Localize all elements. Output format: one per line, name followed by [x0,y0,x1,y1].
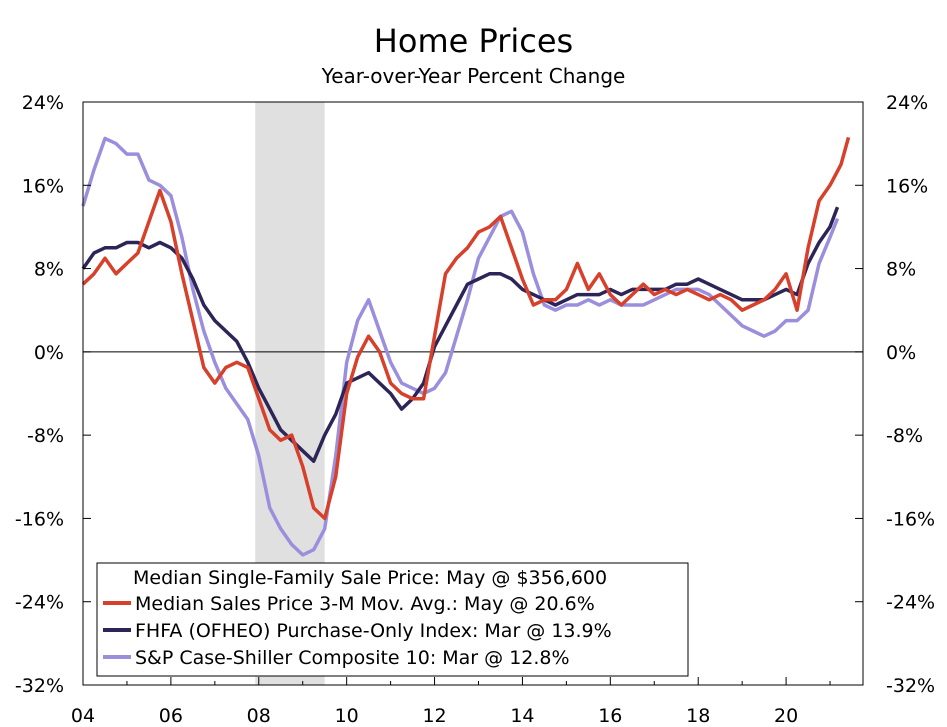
x-tick-label: 18 [686,705,710,727]
series-line-case-shiller [81,136,840,557]
y-tick-label-left: -8% [27,425,64,447]
legend: Median Single-Family Sale Price: May @ $… [96,562,689,677]
legend-note: Median Single-Family Sale Price: May @ $… [133,567,607,589]
y-tick-label-left: -16% [15,508,64,530]
y-tick-label-left: 0% [34,342,64,364]
y-tick-label-left: 16% [22,175,64,197]
x-tick-label: 16 [598,705,622,727]
y-tick-label-right: -32% [886,675,935,697]
legend-label-case-shiller: S&P Case-Shiller Composite 10: Mar @ 12.… [135,647,570,669]
series-layer [81,136,851,557]
y-tick-label-right: 8% [886,259,916,281]
y-tick-label-right: -24% [886,592,935,614]
y-tick-label-left: 8% [34,259,64,281]
y-tick-label-right: -16% [886,508,935,530]
legend-label-median: Median Sales Price 3-M Mov. Avg.: May @ … [135,593,595,615]
y-tick-label-left: -24% [15,592,64,614]
series-line-fhfa [81,206,840,463]
y-tick-label-right: -8% [886,425,923,447]
y-tick-label-left: -32% [15,675,64,697]
x-tick-label: 06 [159,705,183,727]
legend-box [96,562,689,677]
axis-layer: -32% -32% -24% -24% -16% -16% -8% -8% 0% 0% 8% 8% 16… [15,92,935,727]
x-tick-label: 10 [335,705,359,727]
y-tick-label-left: 24% [22,92,64,114]
y-tick-label-right: 0% [886,342,916,364]
x-tick-label: 08 [247,705,271,727]
legend-label-fhfa: FHFA (OFHEO) Purchase-Only Index: Mar @ … [135,620,612,642]
chart-title: Home Prices [373,22,574,60]
x-tick-label: 04 [71,705,95,727]
y-tick-label-right: 24% [886,92,928,114]
x-tick-label: 12 [422,705,446,727]
chart-subtitle: Year-over-Year Percent Change [321,64,626,88]
plot-frame [82,101,864,686]
x-tick-label: 20 [774,705,798,727]
x-tick-label: 14 [510,705,534,727]
y-tick-label-right: 16% [886,175,928,197]
series-line-median-sales [81,136,851,521]
